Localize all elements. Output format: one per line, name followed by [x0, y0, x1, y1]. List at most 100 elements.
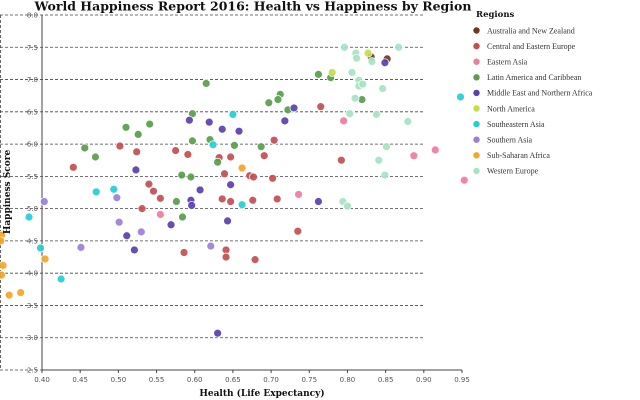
- data-point: [380, 170, 390, 180]
- legend-swatch: [473, 167, 480, 175]
- data-point: [336, 155, 346, 165]
- data-point: [112, 193, 122, 203]
- x-tick-label: 0.65: [225, 376, 241, 384]
- y-tick-label: 5.5: [27, 173, 38, 181]
- data-point: [350, 93, 360, 103]
- data-point: [250, 255, 260, 265]
- x-tick-label: 0.45: [72, 376, 88, 384]
- data-point: [314, 197, 323, 206]
- x-tick-label: 0.75: [301, 376, 317, 384]
- data-point: [381, 142, 391, 152]
- data-point: [372, 110, 381, 119]
- x-tick-label: 0.50: [111, 376, 127, 384]
- data-point: [133, 130, 143, 139]
- data-point: [16, 288, 26, 297]
- data-point: [91, 152, 100, 162]
- data-point: [171, 197, 181, 206]
- x-tick-label: 0.60: [187, 376, 203, 384]
- legend-swatch: [473, 58, 480, 65]
- data-point: [234, 126, 244, 136]
- legend-item: Australia and New Zealand: [473, 26, 575, 35]
- legend-label: Australia and New Zealand: [487, 26, 575, 35]
- data-point: [24, 212, 34, 222]
- data-point: [155, 193, 165, 203]
- data-point: [220, 169, 229, 179]
- data-point: [293, 226, 303, 236]
- legend-label: Southern Asia: [487, 136, 533, 145]
- data-point: [226, 152, 236, 162]
- data-point: [268, 173, 278, 183]
- data-point: [171, 146, 181, 155]
- data-point: [166, 220, 176, 230]
- x-axis-label: Health (Life Expectancy): [199, 388, 324, 399]
- data-point: [213, 328, 223, 338]
- data-point: [188, 136, 197, 146]
- legend-label: Eastern Asia: [487, 58, 528, 67]
- data-point: [213, 157, 223, 167]
- data-point: [109, 184, 119, 194]
- legend-item: Latin America and Caribbean: [473, 73, 581, 82]
- data-point: [56, 274, 66, 284]
- data-point: [374, 155, 384, 165]
- data-point: [115, 141, 125, 151]
- legend-item: Middle East and Northern Africa: [473, 89, 593, 98]
- data-point: [343, 201, 352, 211]
- legend-item: North America: [473, 104, 535, 113]
- data-point: [249, 172, 258, 182]
- legend-label: North America: [487, 104, 535, 113]
- data-point: [223, 216, 232, 226]
- legend-label: Middle East and Northern Africa: [487, 89, 593, 98]
- legend-label: Central and Eastern Europe: [487, 42, 576, 51]
- data-point: [39, 197, 49, 206]
- data-point: [273, 95, 283, 104]
- data-point: [456, 92, 465, 102]
- data-point: [91, 187, 101, 197]
- data-point: [314, 69, 323, 79]
- data-point: [217, 124, 227, 134]
- y-tick-label: 6.5: [27, 108, 38, 116]
- data-point: [226, 180, 236, 190]
- data-point: [347, 68, 357, 77]
- legend-item: Sub-Saharan Africa: [473, 151, 550, 160]
- legend-item: Southern Asia: [473, 136, 533, 145]
- data-point: [132, 147, 142, 157]
- data-point: [352, 53, 362, 63]
- data-point: [280, 116, 290, 126]
- data-point: [179, 248, 189, 257]
- legend-swatch: [473, 152, 480, 159]
- legend-item: Central and Eastern Europe: [473, 42, 576, 51]
- y-tick-label: 2.5: [27, 367, 38, 375]
- x-tick-label: 0.95: [454, 376, 470, 384]
- y-tick-label: 4.5: [27, 237, 38, 245]
- data-point: [76, 242, 86, 252]
- data-point: [316, 102, 326, 112]
- legend-swatch: [473, 27, 480, 34]
- legend: Australia and New Zealand Central and Eas…: [473, 26, 593, 176]
- data-point: [144, 179, 154, 189]
- data-point: [145, 119, 155, 129]
- data-point: [345, 109, 355, 119]
- x-tick-label: 0.55: [149, 376, 165, 384]
- legend-swatch: [473, 42, 480, 50]
- y-tick-label: 6.0: [27, 141, 38, 149]
- y-tick-label: 4.0: [27, 270, 38, 278]
- legend-swatch: [473, 74, 480, 81]
- legend-swatch: [473, 105, 480, 112]
- data-point: [0, 270, 6, 280]
- y-tick-label: 7.5: [27, 44, 38, 52]
- data-point: [36, 243, 45, 253]
- x-tick-label: 0.40: [34, 376, 50, 384]
- data-point: [380, 58, 390, 68]
- data-point: [294, 190, 303, 199]
- data-point: [122, 231, 132, 241]
- data-point: [358, 79, 368, 89]
- legend-label: Western Europe: [487, 167, 539, 176]
- data-point: [0, 236, 6, 246]
- legend-swatch: [473, 120, 480, 128]
- data-point: [0, 261, 8, 270]
- data-point: [68, 162, 78, 172]
- data-point: [187, 201, 197, 210]
- y-tick-labels: 8.0 7.5 7.0 6.5 6.0 5.5 5.0 4.5 4.0 3.5 3.0 2.5: [27, 12, 38, 375]
- legend-title: Regions: [476, 10, 514, 20]
- data-point: [256, 142, 266, 152]
